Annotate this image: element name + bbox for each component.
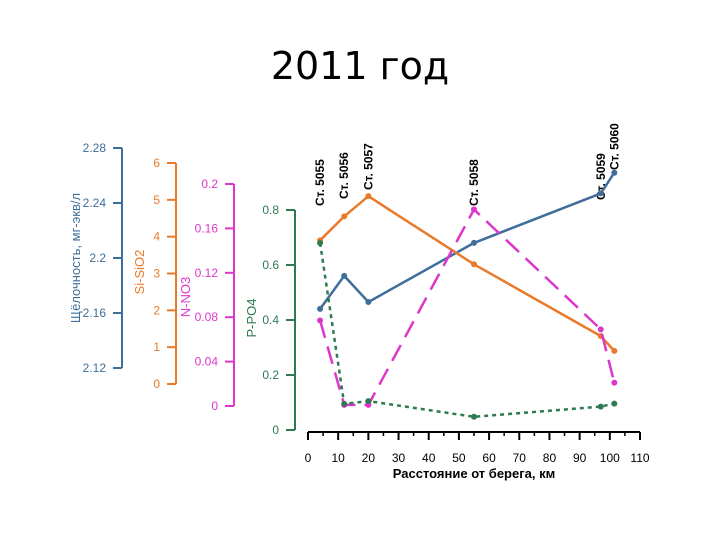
- p-data-point: [471, 413, 477, 420]
- si-tick-label: 5: [153, 193, 160, 207]
- p-tick-label: 0.2: [262, 368, 279, 382]
- alk-data-point: [611, 169, 618, 176]
- n-data-point: [471, 206, 477, 213]
- alk-tick-label: 2.2: [89, 251, 106, 265]
- n-tick-label: 0.12: [195, 266, 219, 280]
- x-tick-label: 20: [362, 451, 376, 465]
- x-tick-label: 40: [422, 451, 436, 465]
- si-series-line: [319, 194, 616, 352]
- p-series-line: [318, 242, 615, 419]
- si-axis-title: Si-SiO2: [132, 250, 147, 295]
- si-tick-label: 2: [153, 303, 160, 317]
- si-tick-label: 4: [153, 230, 160, 244]
- si-data-point: [611, 347, 618, 354]
- x-tick-label: 30: [392, 451, 406, 465]
- p-data-point: [611, 400, 618, 407]
- p-data-point: [365, 398, 372, 405]
- n-data-point: [317, 317, 324, 324]
- x-tick-label: 80: [543, 451, 557, 465]
- station-label: Ст. 5056: [337, 152, 351, 199]
- x-axis-title: Расстояние от берега, км: [393, 466, 555, 481]
- n-tick-label: 0.04: [195, 355, 219, 369]
- alk-tick-label: 2.24: [83, 196, 107, 210]
- alk-axis-title: Щёлочность, мг-экв/л: [68, 193, 83, 323]
- si-data-point: [365, 193, 372, 200]
- station-label: Ст. 5060: [607, 123, 621, 170]
- station-label: Ст. 5058: [467, 159, 481, 206]
- si-tick-label: 0: [153, 377, 160, 391]
- station-label: Ст. 5055: [313, 159, 327, 206]
- si-tick-label: 6: [153, 156, 160, 170]
- n-data-point: [611, 379, 618, 386]
- alk-tick-label: 2.28: [83, 141, 107, 155]
- n-tick-label: 0.2: [201, 177, 218, 191]
- p-tick-label: 0.6: [262, 258, 279, 272]
- p-tick-label: 0.8: [262, 203, 279, 217]
- si-tick-label: 1: [153, 340, 160, 354]
- alk-series-line: [319, 172, 616, 310]
- p-data-point: [341, 400, 348, 407]
- x-tick-label: 110: [630, 451, 649, 465]
- n-tick-label: 0.08: [195, 310, 219, 324]
- p-data-point: [597, 403, 604, 410]
- p-axis-title: P-PO4: [244, 298, 259, 337]
- n-tick-label: 0: [211, 399, 218, 413]
- x-tick-label: 50: [452, 451, 466, 465]
- n-tick-label: 0.16: [195, 221, 219, 235]
- p-tick-label: 0.4: [262, 313, 279, 327]
- p-tick-label: 0: [272, 423, 279, 437]
- n-axis-title: N-NO3: [178, 277, 193, 317]
- si-tick-label: 3: [153, 267, 160, 281]
- si-data-point: [341, 213, 348, 220]
- slide-title: 2011 год: [270, 44, 450, 88]
- alk-data-point: [317, 305, 324, 312]
- alk-data-point: [365, 299, 372, 305]
- alk-tick-label: 2.16: [83, 306, 107, 320]
- station-label: Ст. 5057: [361, 143, 375, 190]
- n-data-point: [597, 326, 604, 333]
- alk-data-point: [341, 272, 348, 279]
- x-tick-label: 10: [332, 451, 346, 465]
- x-tick-label: 100: [600, 451, 620, 465]
- x-tick-label: 0: [305, 451, 312, 465]
- p-data-point: [317, 240, 324, 246]
- alk-data-point: [597, 190, 604, 197]
- n-series-line: [318, 208, 616, 407]
- alk-tick-label: 2.12: [83, 361, 107, 375]
- si-data-point: [471, 261, 477, 268]
- x-tick-label: 60: [482, 451, 496, 465]
- x-tick-label: 90: [573, 451, 587, 465]
- x-tick-label: 70: [513, 451, 527, 465]
- alk-data-point: [471, 239, 477, 246]
